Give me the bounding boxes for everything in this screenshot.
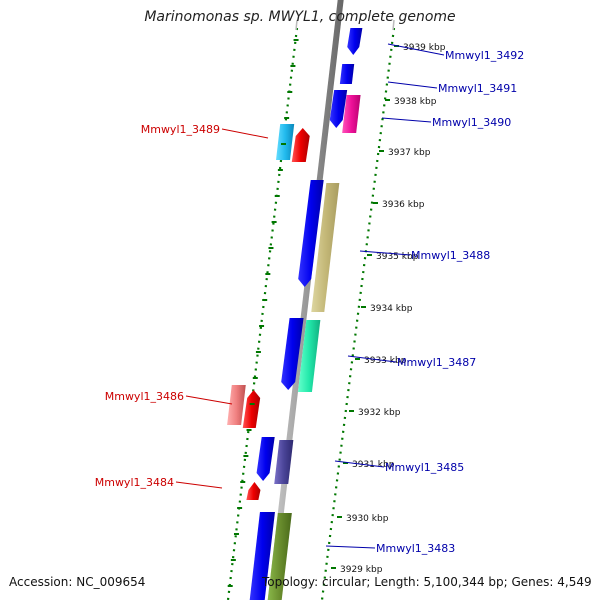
gene-feature <box>329 90 348 128</box>
backbone-strip <box>267 0 344 600</box>
tick-label: 3934 kbp <box>370 304 413 314</box>
gene-feature <box>347 28 363 55</box>
gene-feature <box>246 482 261 500</box>
gene-feature <box>298 180 324 287</box>
gene-label-right: Mmwyl1_3485 <box>385 461 464 474</box>
tick-label: 3938 kbp <box>394 97 437 107</box>
accession-text: Accession: NC_009654 <box>9 575 146 589</box>
leader-line <box>221 128 269 139</box>
gene-label-left: Mmwyl1_3484 <box>95 476 174 489</box>
gene-feature <box>227 385 246 425</box>
gene-feature <box>256 437 275 481</box>
leader-line <box>387 43 445 56</box>
ring-cap-right <box>392 19 395 31</box>
gene-feature <box>281 318 304 390</box>
gene-label-right: Mmwyl1_3492 <box>445 49 524 62</box>
gene-feature <box>342 95 361 133</box>
leader-line <box>381 117 432 123</box>
gene-label-right: Mmwyl1_3491 <box>438 82 517 95</box>
tick-label: 3931 kbp <box>352 460 395 470</box>
tick-label: 3937 kbp <box>388 148 431 158</box>
tick-label: 3929 kbp <box>340 565 383 575</box>
gene-feature <box>267 513 292 600</box>
tick-label: 3930 kbp <box>346 514 389 524</box>
gene-feature <box>276 124 295 160</box>
outer-ring-left <box>226 27 299 601</box>
map-title: Marinomonas sp. MWYL1, complete genome <box>144 9 456 25</box>
gene-feature <box>311 183 340 312</box>
gene-feature <box>249 512 275 600</box>
tick-label: 3932 kbp <box>358 408 401 418</box>
leader-line <box>347 355 397 363</box>
gene-label-right: Mmwyl1_3487 <box>397 356 476 369</box>
gene-label-right: Mmwyl1_3488 <box>411 249 490 262</box>
tick-label: 3935 kbp <box>376 252 419 262</box>
leader-line <box>325 545 376 549</box>
leader-line <box>185 395 233 405</box>
gene-feature <box>339 64 355 84</box>
ring-cap-left <box>295 19 298 31</box>
leader-line <box>359 250 411 256</box>
tick-label: 3936 kbp <box>382 200 425 210</box>
outer-ring-right <box>320 27 396 601</box>
gene-label-right: Mmwyl1_3490 <box>432 116 511 129</box>
gene-label-left: Mmwyl1_3489 <box>141 123 220 136</box>
gene-feature <box>242 390 261 428</box>
tick-label: 3939 kbp <box>403 43 446 53</box>
gene-feature <box>297 320 321 392</box>
leader-line <box>175 481 223 489</box>
gene-feature <box>291 128 310 162</box>
leader-line <box>334 460 385 468</box>
gene-feature <box>274 440 294 484</box>
genome-summary-text: Topology: circular; Length: 5,100,344 bp… <box>262 575 592 589</box>
gene-label-right: Mmwyl1_3483 <box>376 542 455 555</box>
leader-line <box>387 81 438 89</box>
gene-label-left: Mmwyl1_3486 <box>105 390 184 403</box>
